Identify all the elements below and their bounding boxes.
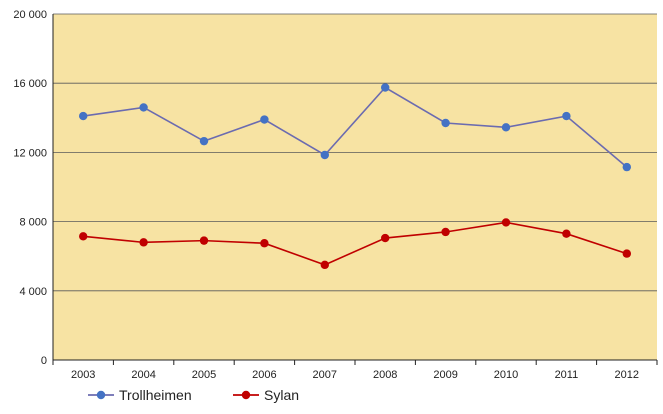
legend-label: Sylan [264,387,299,403]
data-point [501,218,511,227]
x-tick-label: 2006 [252,369,276,381]
x-tick-label: 2008 [373,369,397,381]
y-tick-label: 20 000 [13,9,47,21]
series-trollheimen [79,83,631,172]
series-line [83,86,628,168]
x-tick-label: 2005 [192,369,216,381]
x-tick-label: 2011 [555,369,579,381]
data-point [320,150,329,160]
data-point [441,227,450,237]
y-tick-label: 0 [41,355,47,367]
legend-item-sylan: Sylan [233,387,299,403]
x-tick-label: 2003 [71,369,95,381]
data-point [622,162,631,172]
y-axis-tick-labels: 0 4 000 8 000 12 000 16 000 20 000 [13,9,47,367]
y-tick-label: 12 000 [13,147,47,159]
data-point [199,236,209,245]
x-tick-label: 2010 [494,369,518,381]
y-tick-label: 4 000 [19,286,47,298]
data-point [381,233,390,243]
data-point [441,118,450,128]
legend: Trollheimen Sylan [88,387,299,403]
data-point [260,115,269,124]
x-tick-label: 2009 [433,369,457,381]
data-point [562,111,571,121]
data-point [79,232,88,241]
legend-marker [241,390,251,400]
data-point [501,123,511,132]
legend-item-trollheimen: Trollheimen [88,387,192,403]
data-point [139,103,148,112]
legend-label: Trollheimen [119,387,192,403]
series-line [83,221,628,266]
data-point [381,83,390,92]
data-point [79,111,88,121]
series-sylan [79,218,631,270]
data-point [320,260,329,270]
y-tick-label: 8 000 [19,217,47,229]
series-layer [79,83,631,270]
x-axis-tick-labels: 2003 2004 2005 2006 2007 2008 2009 2010 2011 2012 [71,369,639,381]
data-point [260,239,269,248]
x-tick-label: 2004 [131,369,155,381]
data-point [622,249,631,258]
gridlines [53,13,657,292]
plot-area-background [53,14,657,360]
axes [52,14,658,365]
legend-marker [96,390,106,400]
data-point [562,229,571,238]
data-point [139,238,148,247]
y-tick-label: 16 000 [13,78,47,90]
x-tick-label: 2012 [615,369,639,381]
x-tick-label: 2007 [313,369,337,381]
data-point [199,136,209,146]
